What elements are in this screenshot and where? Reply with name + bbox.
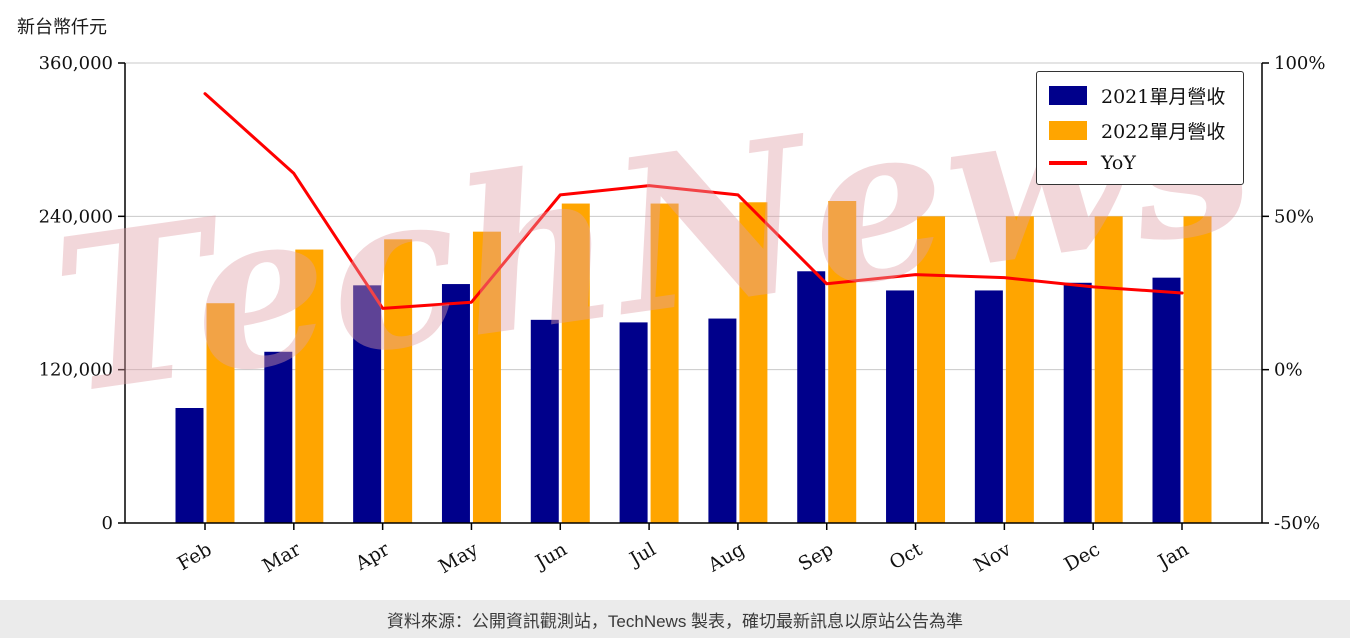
footer-bar: 資料來源：公開資訊觀測站，TechNews 製表，確切最新訊息以原站公告為準: [0, 600, 1350, 638]
svg-text:-50%: -50%: [1274, 513, 1320, 534]
legend-item-2021: 2021單月營收: [1049, 82, 1225, 109]
svg-text:May: May: [435, 538, 482, 578]
svg-text:Jun: Jun: [530, 538, 571, 574]
legend: 2021單月營收 2022單月營收 YoY: [1036, 71, 1245, 185]
svg-text:Jul: Jul: [624, 538, 659, 571]
svg-text:Feb: Feb: [174, 538, 216, 575]
legend-swatch-2021: [1049, 86, 1087, 105]
svg-text:Apr: Apr: [351, 538, 394, 575]
legend-label-2022: 2022單月營收: [1101, 121, 1226, 143]
legend-label-2021: 2021單月營收: [1101, 86, 1226, 108]
unit-label: 新台幣仟元: [17, 17, 107, 37]
legend-label-yoy: YoY: [1101, 152, 1136, 174]
svg-text:360,000: 360,000: [39, 53, 113, 74]
svg-text:Jan: Jan: [1153, 538, 1193, 574]
revenue-chart: 0 120,000 240,000 360,000 -50% 0% 50% 100% Feb Ma…: [39, 53, 1326, 578]
svg-text:Aug: Aug: [704, 538, 749, 577]
legend-swatch-2022: [1049, 121, 1087, 140]
svg-text:0%: 0%: [1274, 360, 1303, 381]
legend-item-2022: 2022單月營收: [1049, 117, 1225, 144]
svg-text:50%: 50%: [1274, 206, 1314, 227]
footer-source-text: 資料來源：公開資訊觀測站，TechNews 製表，確切最新訊息以原站公告為準: [386, 611, 964, 631]
svg-text:120,000: 120,000: [39, 360, 113, 381]
svg-text:Dec: Dec: [1061, 538, 1104, 576]
svg-text:Nov: Nov: [970, 538, 1015, 577]
legend-swatch-yoy-line: [1049, 161, 1087, 165]
svg-text:Sep: Sep: [795, 538, 838, 575]
svg-text:240,000: 240,000: [39, 206, 113, 227]
legend-item-yoy: YoY: [1049, 152, 1225, 174]
svg-text:Mar: Mar: [259, 538, 305, 577]
svg-text:0: 0: [102, 513, 113, 534]
svg-text:100%: 100%: [1274, 53, 1325, 74]
svg-text:Oct: Oct: [886, 538, 927, 574]
